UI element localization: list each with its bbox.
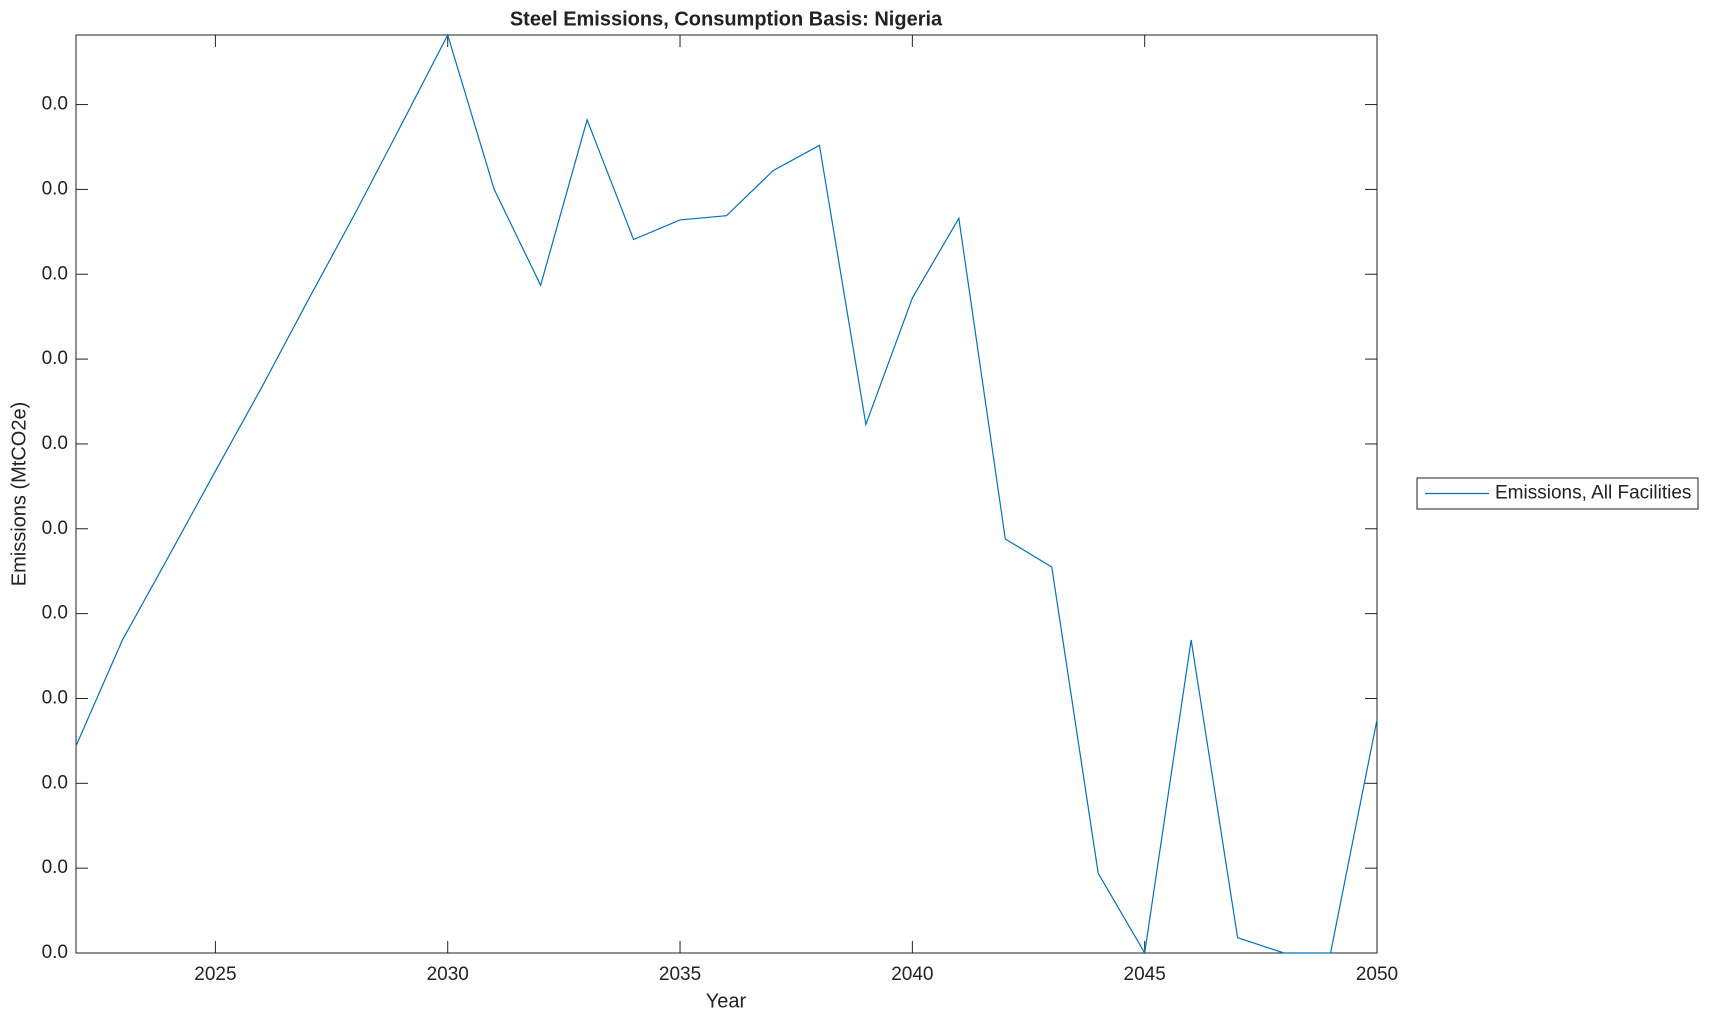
x-tick-label: 2025 — [194, 964, 236, 985]
y-tick-label: 0.0 — [42, 603, 68, 624]
chart-title: Steel Emissions, Consumption Basis: Nige… — [510, 8, 943, 30]
y-tick-label: 0.0 — [42, 518, 68, 539]
x-tick-label: 2050 — [1356, 964, 1398, 985]
plot-frame — [75, 34, 1378, 954]
y-tick-label: 0.0 — [42, 263, 68, 284]
y-axis-label: Emissions (MtCO2e) — [8, 402, 30, 586]
x-tick-label: 2035 — [659, 964, 701, 985]
y-tick-label: 0.0 — [42, 942, 68, 963]
x-tick-label: 2030 — [427, 964, 469, 985]
data-line — [75, 33, 1378, 955]
legend-label: Emissions, All Facilities — [1495, 483, 1691, 504]
x-tick-label: 2045 — [1124, 964, 1166, 985]
y-tick-label: 0.0 — [42, 348, 68, 369]
x-axis-label: Year — [706, 990, 747, 1012]
y-tick-label: 0.0 — [42, 857, 68, 878]
y-tick-label: 0.0 — [42, 687, 68, 708]
y-tick-label: 0.0 — [42, 772, 68, 793]
y-tick-label: 0.0 — [42, 94, 68, 115]
x-tick-label: 2040 — [891, 964, 933, 985]
y-tick-label: 0.0 — [42, 433, 68, 454]
y-tick-label: 0.0 — [42, 178, 68, 199]
